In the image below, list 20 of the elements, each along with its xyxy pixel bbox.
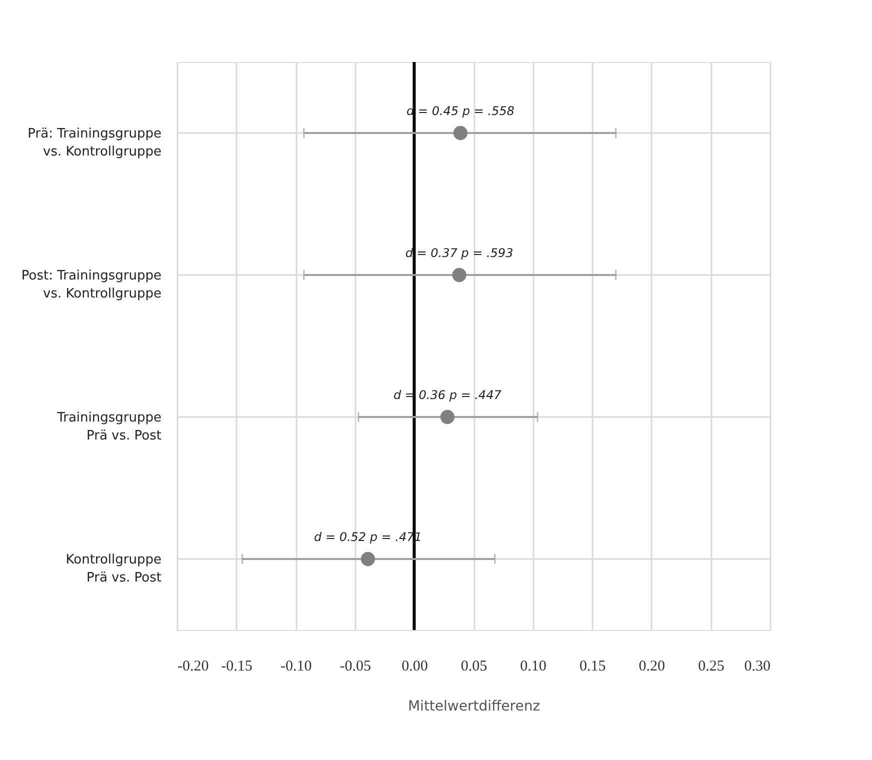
x-tick-label: 0.00 (402, 658, 428, 674)
point (360, 552, 376, 566)
x-tick-label: -0.10 (280, 658, 312, 674)
x-tick-label: -0.05 (340, 658, 372, 674)
y-tick-label: Trainingsgruppe Prä vs. Post (56, 410, 162, 444)
x-axis-title: Mittelwertdifferenz (408, 698, 540, 714)
x-tick-label: 0.15 (579, 658, 606, 674)
x-tick-label: -0.15 (221, 658, 252, 674)
y-tick-label: Kontrollgruppe Prä vs. Post (66, 552, 162, 586)
point (440, 410, 454, 424)
x-tick-label: -0.20 (178, 658, 209, 674)
x-tick-label: 0.30 (744, 658, 770, 674)
y-tick-label: Prä: Trainingsgruppe vs. Kontrollgruppe (28, 126, 162, 160)
x-tick-label: 0.20 (638, 658, 666, 674)
x-tick-label: 0.25 (698, 658, 724, 674)
x-tick-label: 0.05 (460, 658, 488, 674)
point (453, 126, 468, 140)
point (452, 268, 466, 282)
y-tick-label: Post: Trainingsgruppe vs. Kontrollgruppe (21, 268, 162, 302)
x-tick-label: 0.10 (520, 658, 546, 674)
